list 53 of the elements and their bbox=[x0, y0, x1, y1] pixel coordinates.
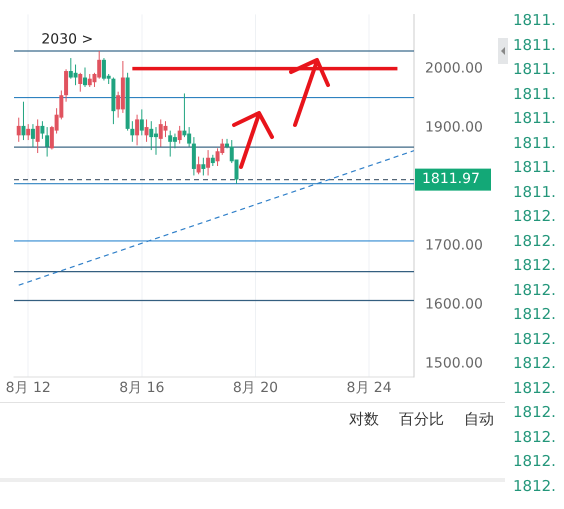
candlestick bbox=[26, 124, 30, 141]
candlestick bbox=[178, 125, 182, 144]
text: 1811. bbox=[513, 10, 557, 31]
candlestick bbox=[21, 101, 26, 141]
y-tick-label: 1600.00 bbox=[425, 296, 483, 312]
candlestick bbox=[206, 150, 210, 176]
text: 1812. bbox=[513, 328, 557, 350]
text: 1812. bbox=[513, 255, 557, 276]
candlestick bbox=[135, 114, 140, 146]
candlestick bbox=[130, 120, 134, 142]
text: 1812. bbox=[513, 476, 557, 496]
candlestick bbox=[78, 72, 82, 92]
candlestick bbox=[40, 120, 44, 140]
candlestick bbox=[210, 154, 215, 167]
text: 1812. bbox=[513, 353, 557, 374]
text: 1811. bbox=[513, 108, 557, 129]
text: 1812. bbox=[513, 402, 557, 423]
text: 1812. bbox=[513, 451, 557, 472]
candlestick bbox=[201, 157, 206, 176]
candlestick bbox=[30, 124, 35, 148]
text: 1811. bbox=[513, 34, 557, 56]
text: 1811. bbox=[513, 59, 557, 80]
x-tick-label: 8月 20 bbox=[232, 380, 278, 396]
candlestick bbox=[36, 118, 40, 154]
annotation: 2030 > bbox=[41, 32, 94, 48]
candlestick bbox=[16, 117, 21, 142]
x-tick-label: 8月 24 bbox=[346, 380, 392, 396]
candlestick bbox=[140, 108, 144, 136]
text: 1811. bbox=[513, 132, 557, 154]
text: 1812. bbox=[513, 378, 557, 398]
text: 1812. bbox=[513, 206, 557, 227]
text: 对数 bbox=[349, 410, 379, 429]
x-tick-label: 8月 12 bbox=[6, 380, 51, 396]
text: 1812. bbox=[513, 230, 557, 252]
candlestick bbox=[45, 126, 50, 158]
y-tick-label: 1900.00 bbox=[425, 119, 483, 136]
candlestick bbox=[144, 118, 149, 142]
candlestick bbox=[83, 66, 88, 88]
text: 百分比 bbox=[399, 410, 444, 429]
candlestick bbox=[196, 156, 201, 175]
text: 1811. bbox=[513, 84, 557, 104]
y-tick-label: 1700.00 bbox=[425, 237, 483, 254]
text: 1812. bbox=[513, 280, 557, 300]
text: 1811. bbox=[513, 157, 557, 178]
candlestick bbox=[225, 138, 230, 149]
x-tick-label: 8月 16 bbox=[119, 380, 164, 396]
y-tick-label: 1500.00 bbox=[425, 355, 483, 372]
text: 1812. bbox=[513, 426, 557, 448]
ref-line-label: 1811.97 bbox=[422, 171, 480, 188]
y-tick-label: 2000.00 bbox=[425, 60, 483, 76]
text: 1811. bbox=[513, 182, 557, 202]
text: 1812. bbox=[513, 304, 557, 325]
text: 自动 bbox=[464, 410, 494, 429]
